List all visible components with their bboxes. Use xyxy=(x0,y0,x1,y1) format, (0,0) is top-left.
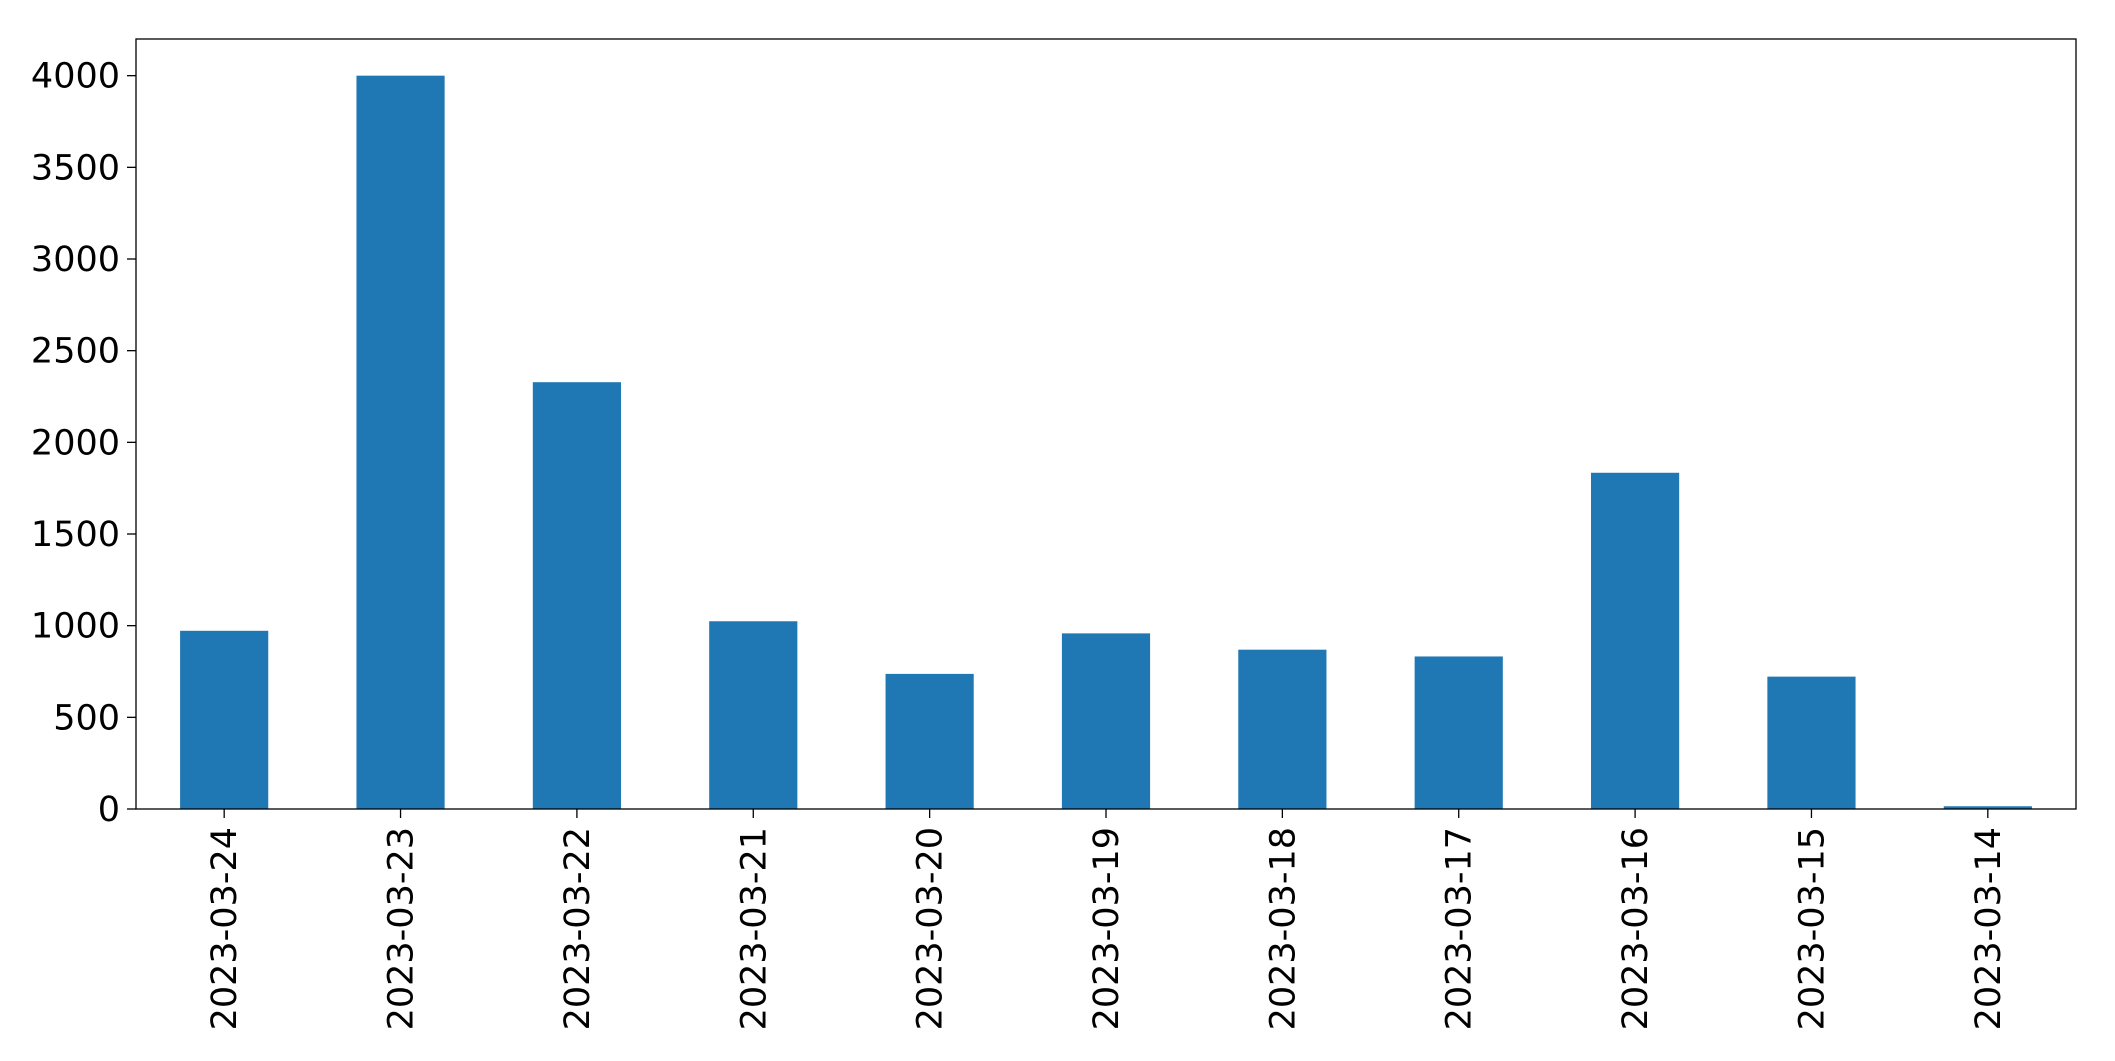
y-tick-label: 0 xyxy=(98,790,120,830)
x-tick-label: 2023-03-24 xyxy=(205,827,245,1030)
x-tick-label: 2023-03-17 xyxy=(1440,827,1480,1030)
bar xyxy=(356,75,445,809)
x-tick-label: 2023-03-20 xyxy=(911,827,951,1030)
x-tick-label: 2023-03-18 xyxy=(1263,827,1303,1030)
bar xyxy=(1943,806,2032,809)
y-tick-label: 1500 xyxy=(31,515,120,555)
plot-frame xyxy=(135,38,2077,810)
x-tick-label: 2023-03-23 xyxy=(382,827,422,1030)
x-tick-label: 2023-03-22 xyxy=(558,827,598,1030)
bar xyxy=(885,673,974,809)
y-tick-label: 3500 xyxy=(31,148,120,188)
y-tick-label: 2500 xyxy=(31,332,120,372)
bar xyxy=(1238,649,1327,809)
y-tick-label: 2000 xyxy=(31,423,120,463)
bar xyxy=(532,382,621,809)
y-tick-label: 4000 xyxy=(31,57,120,97)
x-tick-label: 2023-03-21 xyxy=(734,827,774,1030)
bar xyxy=(1061,633,1151,809)
x-tick-label: 2023-03-15 xyxy=(1792,827,1832,1030)
x-tick-label: 2023-03-16 xyxy=(1616,827,1656,1030)
bar xyxy=(180,630,269,809)
bar xyxy=(1767,676,1856,809)
bar xyxy=(709,621,798,809)
bar xyxy=(1591,472,1680,809)
x-tick-label: 2023-03-19 xyxy=(1087,827,1127,1030)
y-tick-label: 1000 xyxy=(31,607,120,647)
y-tick-label: 3000 xyxy=(31,240,120,280)
y-tick-label: 500 xyxy=(53,698,120,738)
bar xyxy=(1414,656,1503,809)
x-tick-label: 2023-03-14 xyxy=(1969,827,2009,1030)
